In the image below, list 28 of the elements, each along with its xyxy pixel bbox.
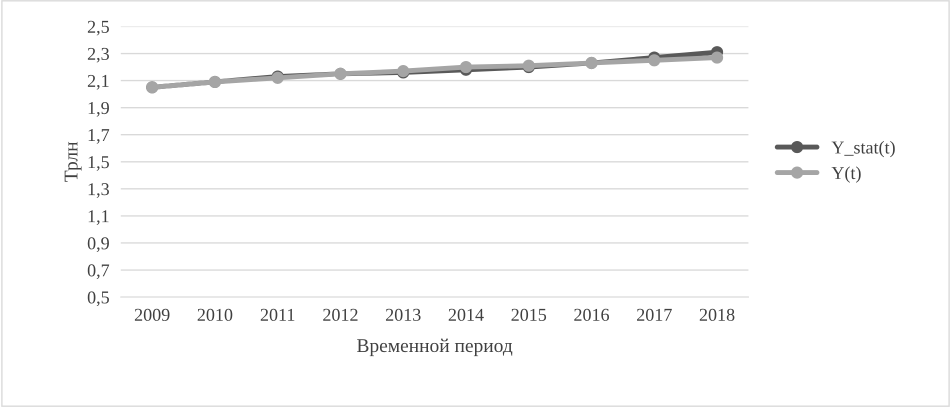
- y-axis-title: Трлн: [64, 142, 82, 182]
- x-tick-label: 2018: [700, 308, 734, 321]
- x-tick-label: 2013: [386, 308, 421, 321]
- x-tick-label: 2009: [134, 308, 170, 321]
- x-tick-label: 2011: [260, 308, 294, 321]
- x-axis-title: Временной период: [357, 338, 512, 356]
- point: [710, 52, 724, 64]
- y-tick-label: 1,3: [88, 183, 109, 198]
- legend-label: Y_stat(t): [832, 140, 895, 158]
- y-tick-label: 1,5: [88, 156, 109, 171]
- y-tick-label: 0,9: [88, 237, 109, 252]
- y-tick-label: 1,7: [88, 129, 110, 144]
- x-tick-label: 2017: [637, 308, 672, 321]
- x-tick-label: 2015: [511, 308, 546, 321]
- x-tick-label: 2016: [574, 308, 610, 321]
- y-tick-label: 0,7: [88, 264, 110, 280]
- y-tick-label: 2,5: [88, 20, 109, 36]
- x-tick-label: 2012: [323, 308, 358, 321]
- y-tick-label: 1,1: [88, 210, 109, 225]
- y-tick-label: 2,3: [88, 48, 109, 63]
- y-tick-label: 2,1: [88, 74, 109, 90]
- x-tick-label: 2014: [448, 308, 484, 321]
- y-tick-label: 0,5: [88, 291, 109, 306]
- y-tick-label: 1,9: [88, 102, 109, 117]
- point: [460, 60, 472, 74]
- point: [648, 54, 660, 66]
- x-tick-label: 2010: [198, 308, 232, 321]
- legend-label: Y(t): [832, 166, 861, 183]
